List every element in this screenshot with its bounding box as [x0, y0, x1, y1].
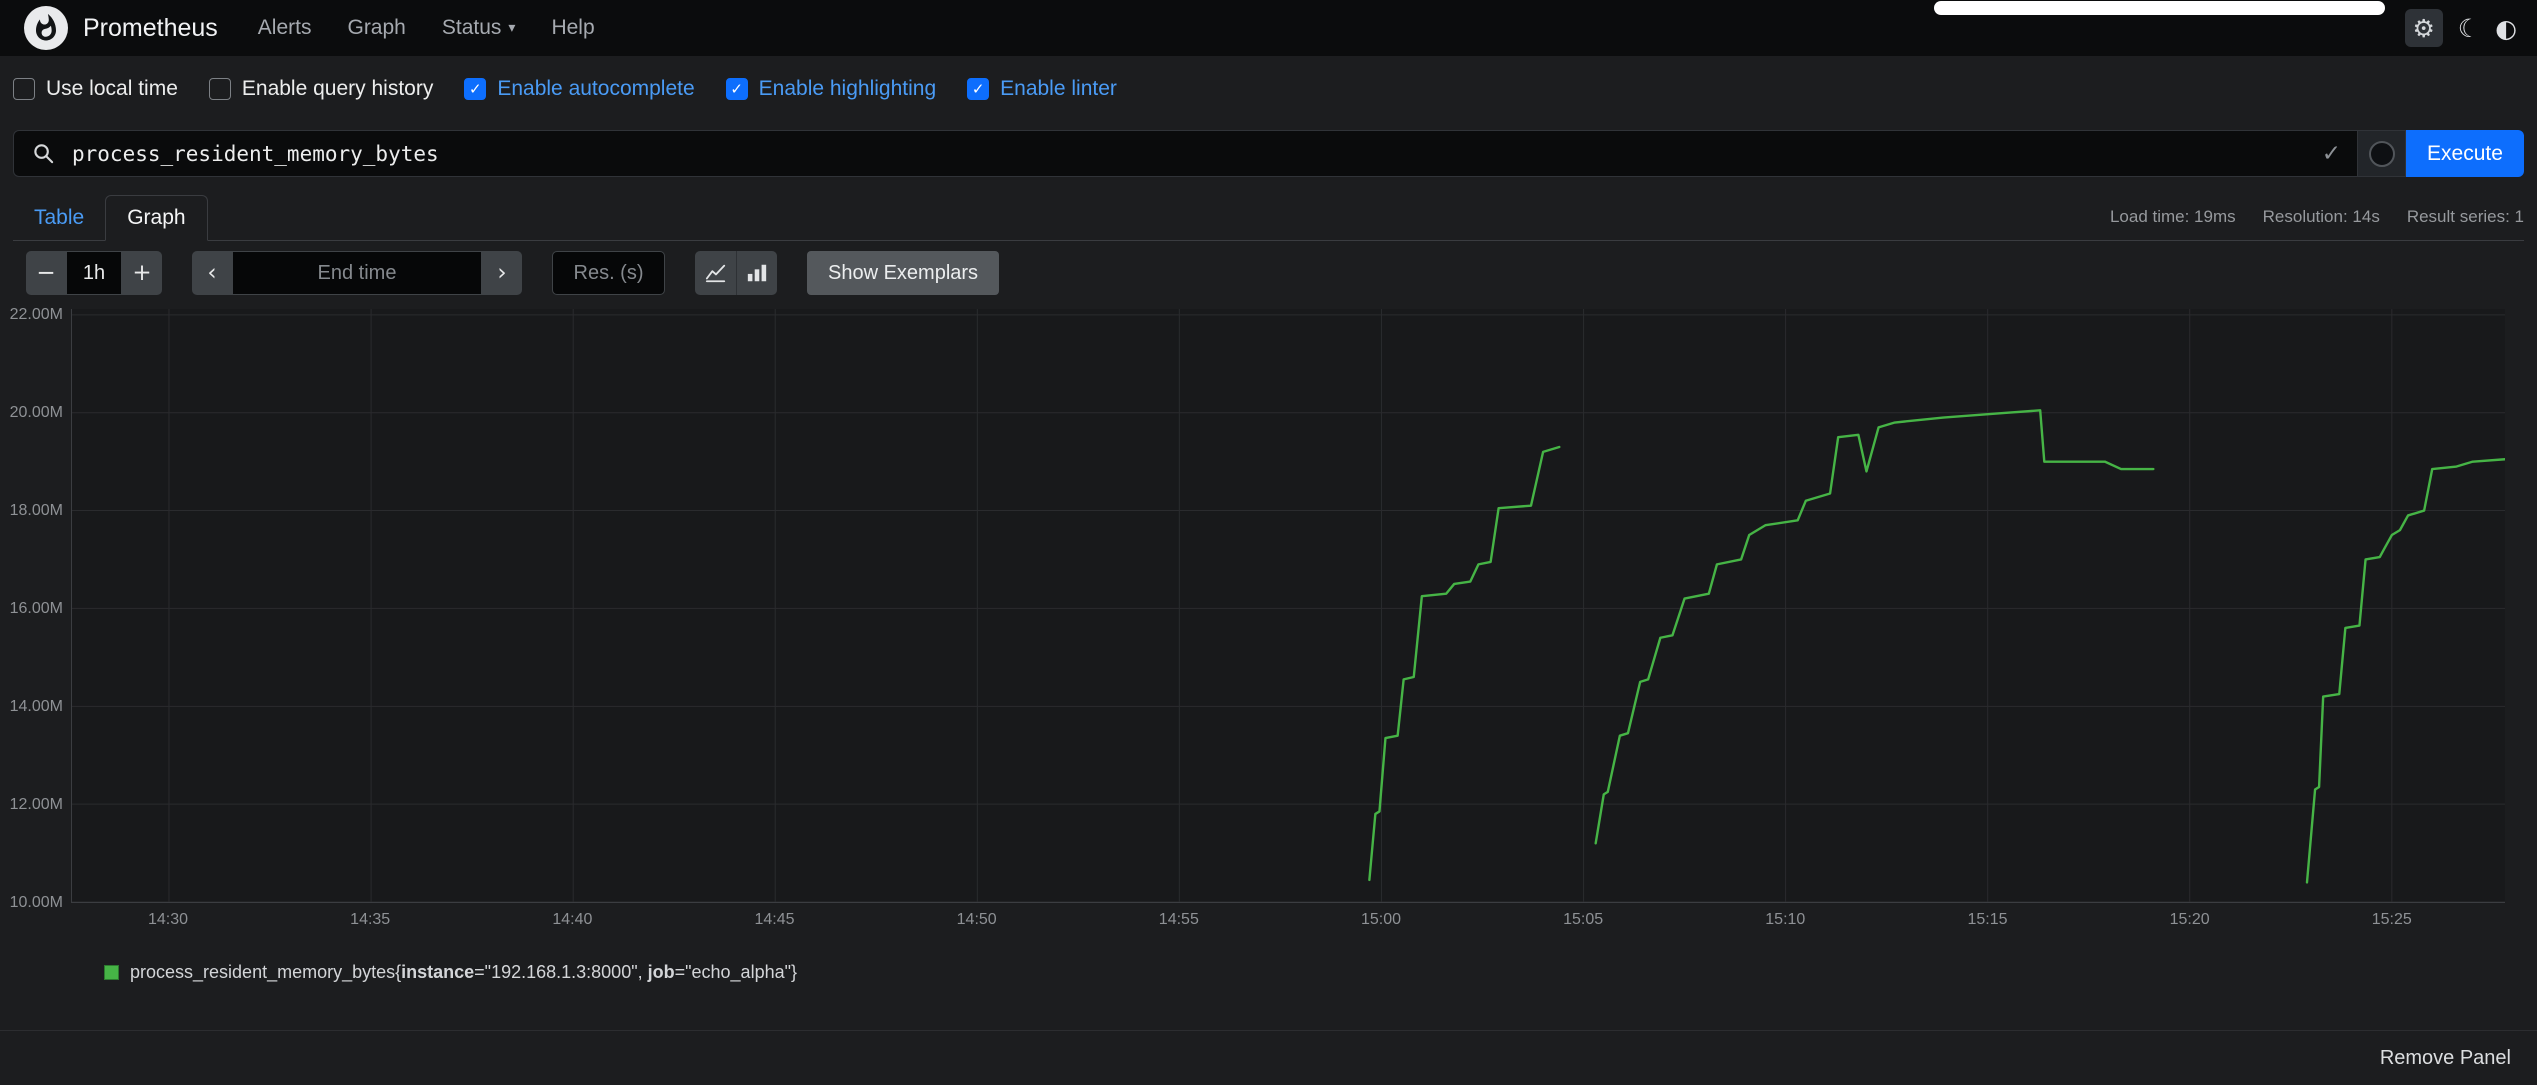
- enable-highlighting-checkbox[interactable]: ✓: [725, 78, 748, 100]
- use-local-time-checkbox[interactable]: [13, 78, 35, 100]
- series-line: [2305, 458, 2505, 884]
- x-axis-label: 14:30: [148, 911, 189, 928]
- top-navbar: Prometheus Alerts Graph Status ▾ Help ⚙ …: [0, 0, 2537, 56]
- checkbox-label: Enable autocomplete: [497, 77, 695, 100]
- tab-table[interactable]: Table: [34, 206, 85, 229]
- series-line: [1594, 409, 2155, 845]
- x-axis-label: 15:10: [1765, 911, 1806, 928]
- chart-type-group: [695, 251, 777, 295]
- resolution-stat: Resolution: 14s: [2262, 207, 2380, 226]
- enable-autocomplete-checkbox[interactable]: ✓: [464, 78, 487, 100]
- load-time-stat: Load time: 19ms: [2109, 207, 2236, 226]
- x-axis-label: 15:15: [1967, 911, 2008, 928]
- plot-area[interactable]: [71, 309, 2505, 903]
- nav-item-alerts[interactable]: Alerts: [257, 16, 312, 39]
- enable-query-history-checkbox[interactable]: [208, 78, 231, 100]
- gear-icon: ⚙: [2412, 13, 2435, 43]
- x-axis-label: 15:00: [1360, 911, 1402, 928]
- x-axis-label: 15:25: [2371, 911, 2412, 928]
- x-axis-label: 15:05: [1563, 911, 1604, 928]
- checkbox-label: Enable highlighting: [758, 77, 937, 100]
- search-icon: [14, 142, 72, 165]
- x-axis-label: 14:50: [956, 911, 997, 928]
- expression-input-wrap: ✓: [13, 130, 2358, 177]
- resolution-input[interactable]: [552, 251, 665, 295]
- enable-linter-checkbox[interactable]: ✓: [967, 78, 990, 100]
- settings-button[interactable]: ⚙: [2404, 9, 2443, 47]
- graph-controls: − + ‹ › Show Exemplars: [26, 251, 1000, 295]
- option-checkbox-item[interactable]: Use local time: [13, 77, 178, 101]
- y-axis-label: 18.00M: [9, 501, 63, 519]
- query-stats: Load time: 19ms Resolution: 14s Result s…: [2110, 207, 2524, 240]
- x-axis-label: 14:40: [552, 911, 593, 928]
- metrics-explorer-button[interactable]: [2358, 130, 2406, 177]
- execute-button[interactable]: Execute: [2406, 130, 2524, 177]
- shift-back-button[interactable]: ‹: [192, 251, 232, 295]
- navbar-actions: ⚙ ☾ ◐: [2404, 9, 2517, 47]
- option-checkbox-item[interactable]: ✓ Enable autocomplete: [464, 77, 695, 101]
- option-checkbox-item[interactable]: Enable query history: [208, 77, 434, 101]
- series-legend[interactable]: process_resident_memory_bytes{instance="…: [104, 962, 797, 983]
- nav-item-help[interactable]: Help: [551, 16, 595, 39]
- nav-item-status-label: Status: [441, 16, 502, 39]
- option-checkbox-item[interactable]: ✓ Enable linter: [967, 77, 1117, 101]
- expression-input[interactable]: [72, 141, 2306, 166]
- range-input[interactable]: [66, 251, 122, 295]
- checkbox-label: Use local time: [46, 77, 178, 100]
- chevron-down-icon: ▾: [508, 20, 516, 36]
- end-time-input[interactable]: [232, 251, 482, 295]
- x-axis-label: 14:35: [350, 911, 391, 928]
- query-options-row: Use local time Enable query history ✓ En…: [13, 56, 1117, 122]
- auto-theme-button[interactable]: ◐: [2495, 16, 2517, 41]
- show-exemplars-button[interactable]: Show Exemplars: [807, 251, 1000, 295]
- line-chart-icon: [705, 264, 725, 283]
- y-axis-label: 14.00M: [9, 697, 63, 715]
- end-time-control-group: ‹ ›: [192, 251, 522, 295]
- time-series-chart: [72, 309, 2505, 902]
- nav-item-graph[interactable]: Graph: [347, 16, 406, 39]
- panel-footer: Remove Panel: [0, 1030, 2537, 1085]
- tab-graph[interactable]: Graph: [105, 195, 208, 241]
- nav-item-status[interactable]: Status ▾: [442, 16, 516, 40]
- shift-forward-button[interactable]: ›: [482, 251, 522, 295]
- line-chart-toggle-button[interactable]: [695, 251, 736, 295]
- y-axis-label: 22.00M: [9, 305, 63, 323]
- series-color-swatch: [104, 965, 119, 980]
- x-axis-label: 14:45: [754, 911, 795, 928]
- y-axis-label: 12.00M: [9, 795, 63, 813]
- stacked-chart-toggle-button[interactable]: [736, 251, 777, 295]
- contrast-icon: ◐: [2495, 13, 2517, 43]
- result-tabs: Table Graph Load time: 19ms Resolution: …: [13, 194, 2524, 241]
- x-axis-label: 15:20: [2169, 911, 2210, 928]
- globe-icon: [2368, 140, 2395, 167]
- checkbox-label: Enable query history: [241, 77, 434, 100]
- range-control-group: − +: [26, 251, 162, 295]
- series-label: process_resident_memory_bytes{instance="…: [130, 962, 797, 982]
- graph-panel: 10.00M 12.00M 14.00M 16.00M 18.00M 20.00M 22.0…: [0, 305, 2537, 959]
- y-axis-label: 20.00M: [9, 403, 63, 421]
- decrease-range-button[interactable]: −: [26, 251, 66, 295]
- option-checkbox-item[interactable]: ✓ Enable highlighting: [725, 77, 937, 101]
- remove-panel-link[interactable]: Remove Panel: [2379, 1046, 2511, 1069]
- linter-check-icon: ✓: [2321, 140, 2341, 167]
- prometheus-logo[interactable]: [24, 6, 68, 50]
- checkbox-label: Enable linter: [1000, 77, 1117, 100]
- flame-icon: [36, 13, 56, 41]
- dark-theme-button[interactable]: ☾: [2458, 16, 2480, 41]
- app-title[interactable]: Prometheus: [83, 13, 218, 42]
- y-axis-label: 10.00M: [9, 894, 63, 911]
- y-axis-label: 16.00M: [9, 599, 63, 617]
- main-nav: Alerts Graph Status ▾ Help: [258, 16, 595, 40]
- white-overlay-bar: [1934, 1, 2385, 15]
- stacked-chart-icon: [747, 264, 767, 282]
- increase-range-button[interactable]: +: [122, 251, 162, 295]
- series-line: [1368, 445, 1561, 882]
- query-bar: ✓ Execute: [13, 130, 2524, 177]
- result-series-stat: Result series: 1: [2406, 207, 2524, 226]
- moon-icon: ☾: [2457, 13, 2481, 43]
- x-axis-label: 14:55: [1158, 911, 1199, 928]
